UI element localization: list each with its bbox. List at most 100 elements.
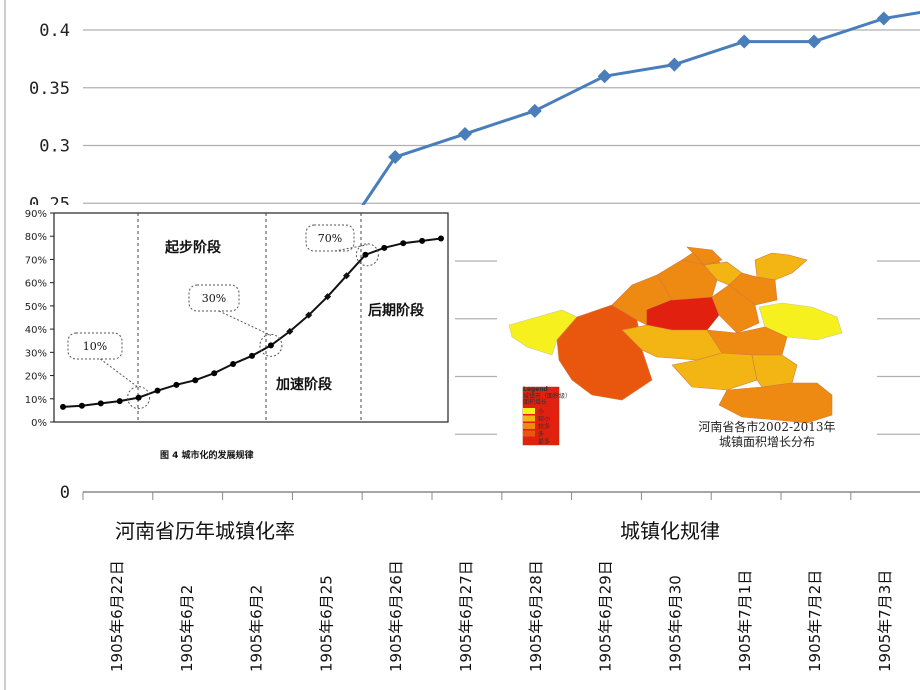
x-tick-label: 1905年7月2日 [806,570,824,672]
y-tick-label: 0.4 [39,21,70,41]
legend-title: Legend [523,386,548,393]
stage-label: 起步阶段 [164,239,221,256]
x-tick-label: 1905年6月22日 [108,560,126,672]
x-tick-label: 1905年6月30 [666,575,684,672]
y-tick-label: 0.3 [39,137,70,157]
stage-label: 加速阶段 [275,376,332,393]
y-axis: 00.30.350.40.25 [29,21,70,503]
legend-swatch [523,415,535,422]
s-curve-point [211,370,218,377]
annotation-callout [188,284,240,312]
y-tick-label: 60% [25,279,47,290]
x-tick-label: 1905年7月3日 [876,570,894,672]
henan-map [508,246,843,446]
s-curve-point [60,403,66,410]
legend-swatch [523,438,535,444]
y-tick-label: 0% [31,418,47,429]
s-curve-point [324,293,332,301]
annotation-callout [305,224,355,252]
legend-label: 小 [538,408,544,416]
s-curve-caption: 图 4 城市化的发展规律 [160,449,254,461]
s-curve-series [60,235,444,410]
s-curve-point [286,327,294,335]
annotation-leader [100,358,139,389]
s-curve-point [343,272,350,280]
map-title-line-1: 河南省各市2002-2013年 [698,419,835,434]
legend-label: 多 [538,430,544,438]
map-region [686,246,723,266]
legend-swatch [523,408,535,414]
data-point [876,11,891,26]
annotation-label: 70% [318,232,342,245]
annotation-circle [127,386,151,410]
urbanization-s-curve-inset: 0% 10% 20% 30% 40% 50% 60% 70% 80% 90% 起步阶段 加速阶段 后期… [8,205,455,467]
series-line [324,10,920,262]
s-curve-point [438,235,444,242]
legend-label: 最多 [538,438,550,446]
x-tick-label: 1905年6月27日 [457,560,475,672]
s-curve-point [305,311,313,319]
y-tick-label: 90% [25,209,47,220]
y-tick-label: 10% [25,395,47,406]
s-curve-point [192,377,199,384]
y-tick-label: 80% [25,232,47,243]
caption-urbanization-law: 城镇化规律 [620,519,720,543]
legend-swatch [523,430,535,437]
s-curve-point [135,394,142,401]
s-curve-line [62,237,442,408]
map-region [711,284,760,334]
s-curve-point [249,352,255,359]
s-curve-point [267,342,274,349]
legend-label: 较小 [538,415,550,423]
annotation-circle [259,333,283,357]
s-curve-point [78,402,85,409]
s-curve-point [381,244,388,251]
s-curve-point [400,240,407,247]
data-point [458,126,472,141]
data-point [597,69,612,84]
annotation-callout [67,332,123,360]
henan-growth-map-inset: Legend 城镇市（面积级） 面积增长 小较小 较多多最多 河南省各市2002-… [497,205,877,460]
legend-label: 较多 [538,423,550,431]
legend-subtitle: 面积增长 [523,398,547,406]
map-title-layer: 河南省各市2002-2013年 城镇面积增长分布 [698,419,835,449]
s-curve-point [116,398,123,405]
annotation-label: 10% [83,340,107,353]
data-point [527,103,542,118]
s-curve-point [154,387,161,394]
y-tick-label: 30% [25,348,47,359]
annotation-label: 30% [202,292,226,305]
caption-henan-urbanization-rate: 河南省历年城镇化率 [115,519,295,543]
y-tick-label: 0.35 [29,79,70,99]
x-tick-label: 1905年6月2 [178,585,196,672]
map-legend: Legend 城镇市（面积级） 面积增长 小较小 较多多最多 [523,385,581,447]
data-point [667,57,682,72]
x-tick-label: 1905年6月2 [248,585,266,672]
data-point [807,34,821,49]
s-curve-point [362,251,369,258]
y-tick-label: 50% [25,302,47,313]
x-tick-label: 1905年6月28日 [527,560,545,672]
annotation-leader [334,244,368,252]
series-urbanization-rate [324,10,920,262]
s-curve-point [173,381,180,388]
x-tick-label: 1905年6月26日 [387,560,405,672]
annotation-circle [355,243,379,267]
x-axis: 1905年6月22日 1905年6月2 1905年6月2 1905年6月25 1905年… [82,491,920,672]
s-curve-point [419,237,426,244]
s-curve-frame [53,212,449,423]
y-tick-label: 20% [25,372,47,383]
x-tick-label: 1905年6月25 [317,575,335,672]
data-point [737,34,752,49]
y-tick-label: 70% [25,255,47,266]
x-tick-label: 1905年7月1日 [736,570,754,672]
s-curve-axes: 0% 10% 20% 30% 40% 50% 60% 70% 80% 90% [25,209,449,429]
y-tick-label: 0 [60,483,70,503]
legend-swatch [523,423,535,429]
annotation-leader [218,310,272,336]
stage-label: 后期阶段 [368,302,424,319]
